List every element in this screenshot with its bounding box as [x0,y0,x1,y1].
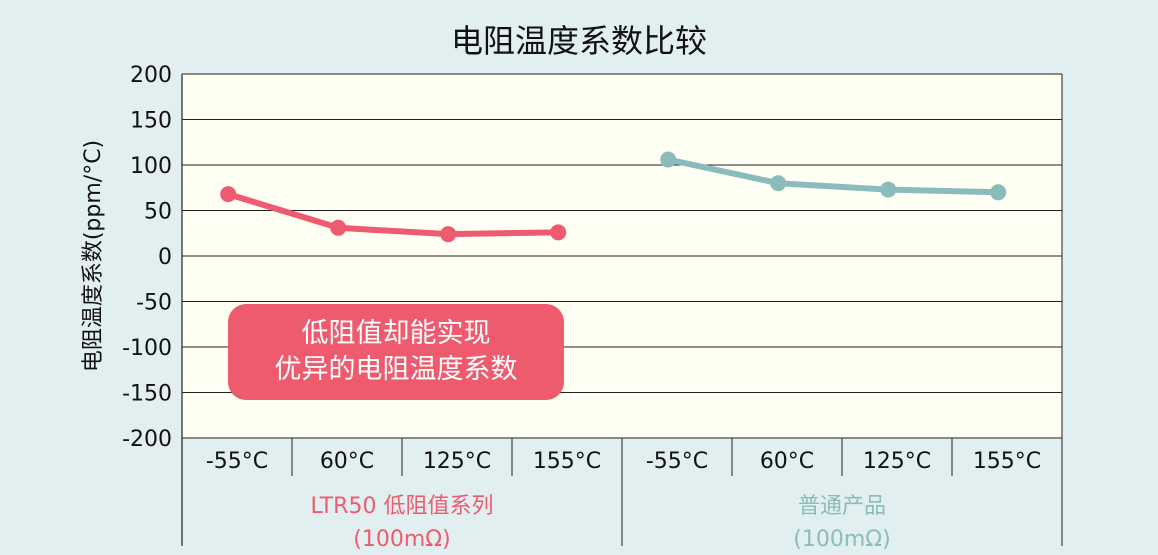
y-tick-label: 150 [130,109,172,134]
y-tick-label: 0 [158,245,172,270]
callout-line-2: 优异的电阻温度系数 [274,354,518,385]
y-tick-label: -150 [122,382,172,407]
y-tick-label: -100 [122,336,172,361]
group-sublabel: (100mΩ) [353,527,450,552]
x-category-label: 60°C [320,449,374,474]
x-category-label: 60°C [760,449,814,474]
data-point [770,175,787,192]
data-point [440,226,457,243]
group-label: LTR50 低阻值系列 [311,494,494,519]
x-category-label: 125°C [423,449,491,474]
data-point [330,219,347,236]
data-point [660,151,677,168]
series-line [225,191,562,238]
y-tick-label: 50 [144,200,172,225]
y-tick-label: -200 [122,427,172,452]
group-sublabel: (100mΩ) [793,527,890,552]
chart-title: 电阻温度系数比较 [451,22,707,60]
x-category-label: 125°C [863,449,931,474]
x-category-label: -55°C [206,449,268,474]
x-category-label: 155°C [973,449,1041,474]
y-tick-label: 200 [130,63,172,88]
callout-line-1: 低阻值却能实现 [301,318,491,349]
data-point [220,186,237,203]
data-point [880,181,897,198]
data-point [550,224,567,241]
series-line [665,156,1002,196]
x-category-label: 155°C [533,449,601,474]
y-tick-label: 100 [130,154,172,179]
x-category-label: -55°C [646,449,708,474]
y-tick-label: -50 [136,291,172,316]
y-axis-label: 电阻温度系数(ppm/°C) [81,140,106,372]
data-point [990,184,1007,201]
highlight-callout: 低阻值却能实现 优异的电阻温度系数 [228,304,564,400]
group-label: 普通产品 [798,494,886,519]
